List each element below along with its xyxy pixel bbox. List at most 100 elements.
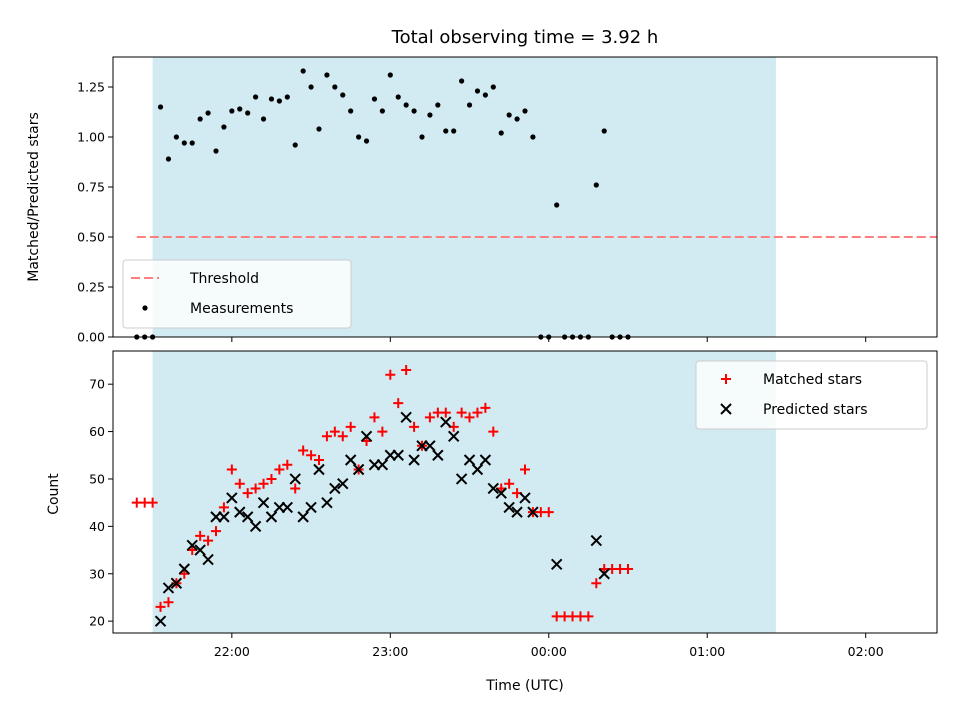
measurement-point <box>395 94 401 100</box>
axes-frame <box>112 350 938 634</box>
matched-stars-point <box>329 426 340 437</box>
predicted-stars-point <box>289 473 301 485</box>
bottom-legend: Matched stars Predicted stars <box>695 360 928 430</box>
predicted-stars-point <box>321 496 333 509</box>
predicted-stars-legend-label: Predicted stars <box>763 402 868 418</box>
top-plot: 0.00 0.25 0.50 0.75 1.00 1.25 Threshold Measure… <box>77 56 938 345</box>
predicted-stars-point <box>479 454 492 466</box>
predicted-stars-point <box>344 454 357 466</box>
matched-stars-point <box>464 412 475 423</box>
matched-stars-point <box>623 564 633 575</box>
predicted-stars-point <box>265 511 278 523</box>
measurement-point <box>387 72 393 78</box>
measurement-point <box>173 134 179 140</box>
matched-stars-point <box>155 601 166 612</box>
legend-box <box>695 360 928 430</box>
predicted-stars-point <box>550 558 563 570</box>
x-tick-label: 00:00 <box>531 644 567 659</box>
measurement-point <box>427 112 433 118</box>
matched-stars-point <box>282 459 293 470</box>
x-axis-label: Time (UTC) <box>485 678 563 694</box>
y-tick-label: 1.00 <box>77 130 105 145</box>
matched-stars-point <box>314 455 324 466</box>
measurement-point <box>554 202 560 208</box>
measurement-point <box>260 116 267 122</box>
matched-stars-point <box>147 497 158 508</box>
predicted-stars-point <box>424 440 436 452</box>
measurement-point <box>490 84 496 90</box>
measurement-point <box>197 116 203 122</box>
measurement-point <box>348 108 354 114</box>
predicted-stars-point <box>400 411 412 424</box>
y-tick-label: 60 <box>89 424 105 439</box>
axes-frame <box>112 56 938 338</box>
predicted-stars-point <box>392 449 404 461</box>
measurement-point <box>371 96 378 102</box>
predicted-stars-point <box>511 506 523 518</box>
predicted-stars-point <box>162 582 175 594</box>
y-tick-label: 70 <box>89 377 105 392</box>
matched-stars-point <box>488 426 499 437</box>
predicted-stars-point <box>360 430 373 443</box>
predicted-stars-point <box>329 482 341 495</box>
measurements-legend-label: Measurements <box>190 301 293 317</box>
y-tick-label: 1.25 <box>77 80 105 95</box>
predicted-legend-key <box>720 403 732 415</box>
predicted-stars-point <box>408 454 420 466</box>
predicted-stars-point <box>376 459 389 471</box>
measurement-point <box>229 108 235 114</box>
top-legend: Threshold Measurements <box>122 259 352 329</box>
matched-stars-point <box>393 398 404 409</box>
measurement-point <box>205 110 211 116</box>
y-tick-label: 50 <box>89 471 105 486</box>
matched-stars-point <box>195 530 206 541</box>
measurement-point <box>292 142 298 148</box>
matched-stars-point <box>345 421 356 432</box>
measurement-point <box>379 108 385 114</box>
x-tick-label: 23:00 <box>372 644 408 659</box>
measurement-point <box>451 128 457 134</box>
measurement-point <box>443 128 449 134</box>
matched-stars-point <box>377 426 388 437</box>
predicted-stars-point <box>447 430 460 443</box>
measurement-point <box>522 108 528 114</box>
measurement-point <box>601 128 607 134</box>
measurement-point <box>356 134 362 140</box>
matched-stars-point <box>337 431 348 442</box>
predicted-stars-point <box>352 463 365 476</box>
x-tick-label: 22:00 <box>214 644 250 659</box>
matched-stars-point <box>520 464 530 475</box>
matched-stars-point <box>266 473 277 484</box>
x-tick-label: 01:00 <box>689 644 725 659</box>
predicted-stars-point <box>432 449 444 461</box>
predicted-stars-point <box>495 487 507 499</box>
matched-stars-point <box>504 478 515 489</box>
y-tick-label: 20 <box>89 614 105 629</box>
measurement-point <box>474 88 481 94</box>
predicted-stars-point <box>281 501 294 514</box>
matched-stars-point <box>543 507 554 518</box>
matched-stars-point <box>258 478 269 489</box>
predicted-stars-point <box>519 492 531 504</box>
measurement-point <box>276 98 282 104</box>
matched-stars-point <box>274 464 285 475</box>
measurement-point <box>316 126 322 132</box>
predicted-stars-point <box>313 463 325 476</box>
measurement-point <box>284 94 290 100</box>
predicted-stars-point <box>186 539 198 552</box>
predicted-stars-point <box>337 477 349 490</box>
predicted-stars-point <box>598 568 610 580</box>
predicted-stars-point <box>241 511 254 523</box>
predicted-stars-point <box>234 506 246 518</box>
measurement-point <box>268 96 275 102</box>
matched-stars-point <box>226 464 237 475</box>
measurement-point <box>181 140 187 146</box>
matched-stars-point <box>306 450 317 461</box>
measurement-point <box>165 156 172 162</box>
measurement-point <box>300 68 306 74</box>
measurement-point <box>237 106 243 112</box>
measurement-point <box>419 134 425 140</box>
matched-stars-point <box>234 478 245 489</box>
